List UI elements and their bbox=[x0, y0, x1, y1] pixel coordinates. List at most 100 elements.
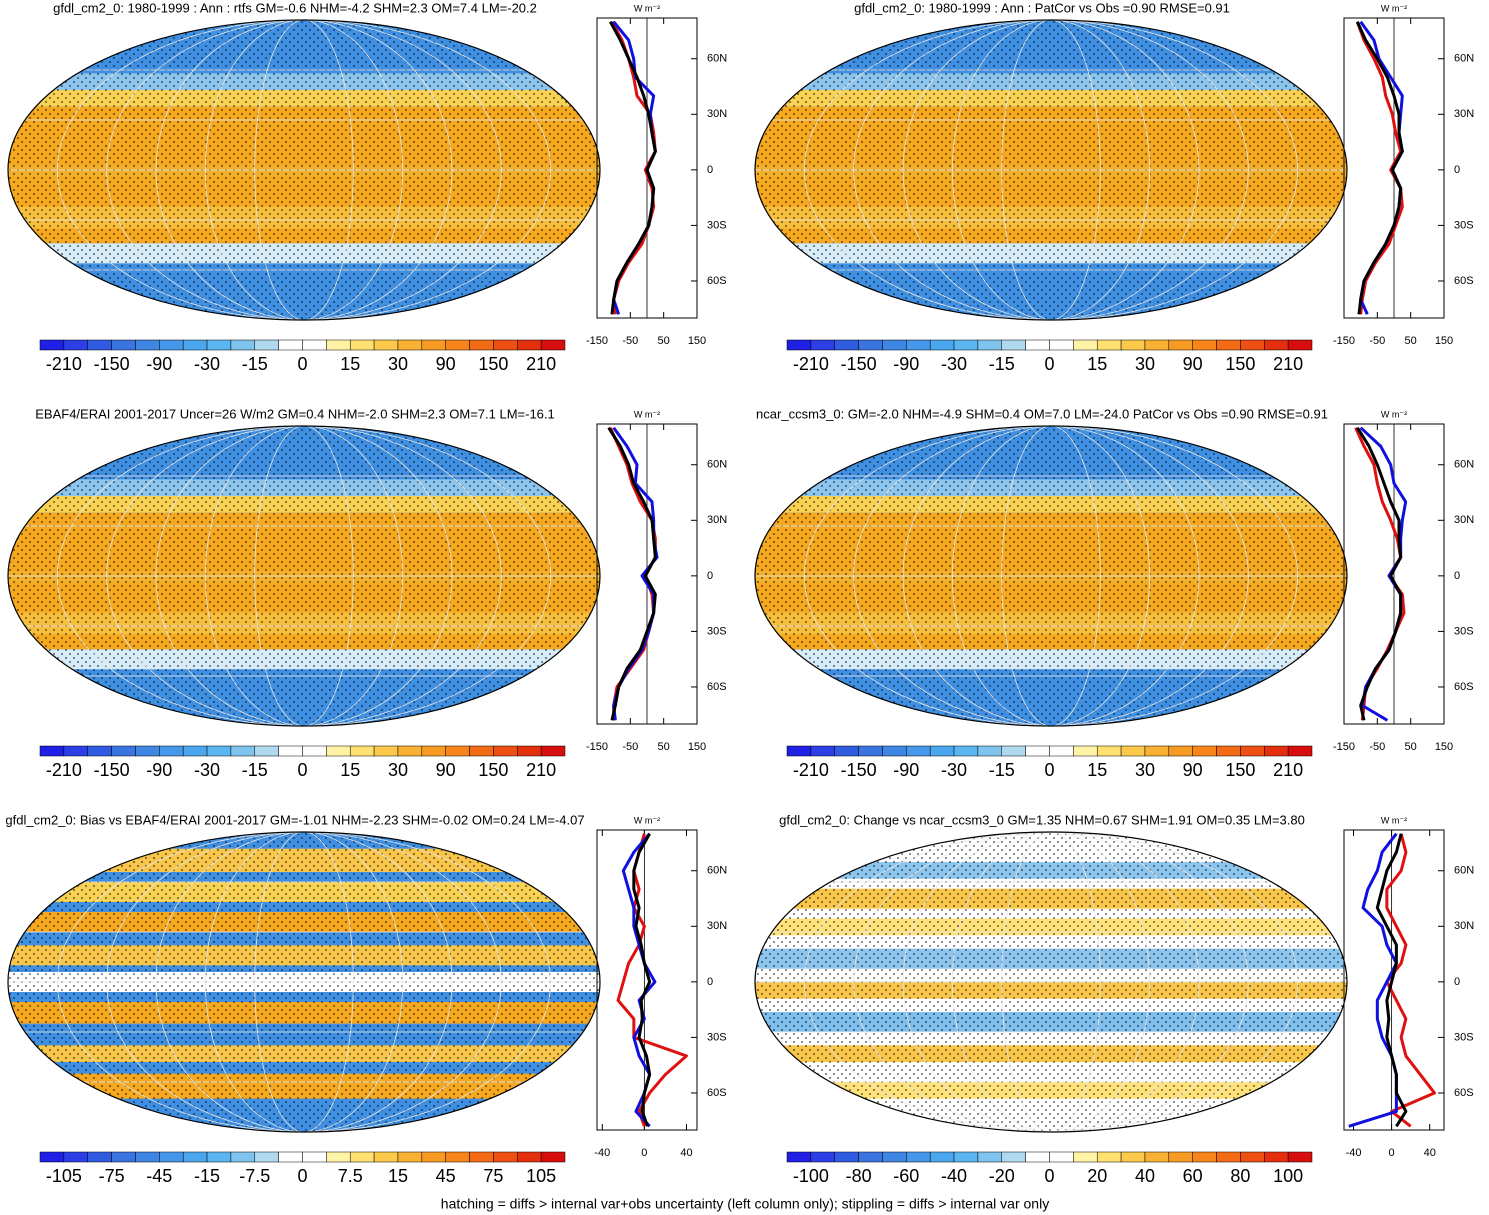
colorbar-box bbox=[1192, 339, 1217, 351]
zonal-frame bbox=[596, 829, 698, 1131]
colorbar-label: -90 bbox=[893, 354, 919, 374]
unit-label: W m⁻² bbox=[1381, 3, 1407, 13]
colorbar-box bbox=[517, 745, 542, 757]
colorbar-label: 210 bbox=[1273, 760, 1303, 780]
y-tick-label: 0 bbox=[1454, 570, 1460, 582]
x-tick-label: 150 bbox=[688, 335, 706, 347]
colorbar-label: 45 bbox=[436, 1166, 456, 1186]
map bbox=[8, 832, 600, 1132]
colorbar-label: 80 bbox=[1230, 1166, 1250, 1186]
y-tick-label: 60N bbox=[1454, 53, 1474, 65]
colorbar-box bbox=[540, 339, 566, 351]
colorbar-box bbox=[206, 745, 232, 757]
colorbar-label: 150 bbox=[478, 760, 508, 780]
colorbar-box bbox=[182, 1151, 208, 1163]
colorbar-label: -75 bbox=[99, 1166, 125, 1186]
colorbar-box bbox=[1096, 1151, 1122, 1163]
colorbar-box bbox=[977, 1151, 1003, 1163]
panel: EBAF4/ERAI 2001-2017 Uncer=26 W/m2 GM=0.… bbox=[7, 406, 727, 780]
zonal-frame bbox=[1343, 829, 1445, 1131]
y-tick-label: 60S bbox=[1454, 1087, 1474, 1099]
y-tick-label: 60N bbox=[707, 53, 727, 65]
x-tick-label: -40 bbox=[594, 1147, 610, 1159]
colorbar-box bbox=[1096, 339, 1122, 351]
unit-label: W m⁻² bbox=[1381, 409, 1407, 419]
colorbar-box bbox=[135, 745, 160, 757]
colorbar-box bbox=[111, 1151, 136, 1163]
colorbar-label: -150 bbox=[841, 760, 877, 780]
colorbar-box bbox=[182, 745, 208, 757]
x-tick-label: 50 bbox=[658, 335, 670, 347]
y-tick-label: 0 bbox=[707, 976, 713, 988]
colorbar-box bbox=[882, 745, 907, 757]
colorbar-box bbox=[1287, 339, 1313, 351]
colorbar-box bbox=[421, 745, 446, 757]
colorbar-box bbox=[373, 1151, 399, 1163]
colorbar-label: 15 bbox=[340, 354, 360, 374]
colorbar-box bbox=[1192, 1151, 1217, 1163]
colorbar-label: 150 bbox=[478, 354, 508, 374]
colorbar-box bbox=[445, 339, 470, 351]
colorbar-label: 0 bbox=[1044, 760, 1054, 780]
colorbar-box bbox=[858, 1151, 883, 1163]
colorbar-label: -210 bbox=[46, 354, 82, 374]
colorbar-box bbox=[469, 1151, 494, 1163]
colorbar-label: -60 bbox=[893, 1166, 919, 1186]
x-tick-label: -150 bbox=[586, 335, 608, 347]
colorbar-label: -15 bbox=[242, 354, 268, 374]
zonal-line bbox=[616, 833, 688, 1127]
colorbar-label: -15 bbox=[989, 760, 1015, 780]
zonal-line bbox=[1375, 833, 1408, 1128]
colorbar-box bbox=[469, 339, 494, 351]
colorbar-label: -30 bbox=[941, 354, 967, 374]
colorbar-label: -45 bbox=[146, 1166, 172, 1186]
colorbar-label: -210 bbox=[793, 760, 829, 780]
colorbar-box bbox=[977, 745, 1003, 757]
colorbar-box bbox=[1120, 339, 1146, 351]
map bbox=[8, 20, 600, 320]
colorbar-box bbox=[278, 745, 303, 757]
colorbar-label: 210 bbox=[526, 354, 556, 374]
y-tick-label: 0 bbox=[707, 164, 713, 176]
colorbar-box bbox=[111, 745, 136, 757]
panel-title: gfdl_cm2_0: Change vs ncar_ccsm3_0 GM=1.… bbox=[779, 812, 1305, 827]
colorbar-box bbox=[63, 339, 88, 351]
x-tick-label: -150 bbox=[586, 741, 608, 753]
colorbar-box bbox=[858, 339, 883, 351]
panel-title: gfdl_cm2_0: Bias vs EBAF4/ERAI 2001-2017… bbox=[5, 812, 584, 827]
map-outline bbox=[754, 831, 1348, 1133]
colorbar-label: -100 bbox=[793, 1166, 829, 1186]
colorbar-box bbox=[977, 339, 1003, 351]
y-tick-label: 30N bbox=[707, 514, 727, 526]
y-tick-label: 30N bbox=[1454, 108, 1474, 120]
colorbar-box bbox=[1216, 1151, 1241, 1163]
colorbar-box bbox=[397, 745, 423, 757]
colorbar-label: 150 bbox=[1225, 760, 1255, 780]
colorbar-box bbox=[1264, 1151, 1289, 1163]
colorbar-box bbox=[254, 339, 279, 351]
y-tick-label: 0 bbox=[1454, 164, 1460, 176]
colorbar-box bbox=[786, 339, 812, 351]
colorbar-label: 90 bbox=[436, 354, 456, 374]
colorbar-label: 40 bbox=[1135, 1166, 1155, 1186]
colorbar-label: 30 bbox=[388, 354, 408, 374]
x-tick-label: 150 bbox=[1435, 335, 1453, 347]
colorbar-box bbox=[834, 745, 859, 757]
colorbar-box bbox=[953, 1151, 979, 1163]
map-outline bbox=[7, 831, 601, 1133]
colorbar-box bbox=[39, 1151, 65, 1163]
colorbar-box bbox=[1240, 1151, 1265, 1163]
x-tick-label: -40 bbox=[1346, 1147, 1362, 1159]
colorbar-box bbox=[1216, 745, 1241, 757]
colorbar-box bbox=[953, 339, 979, 351]
colorbar-box bbox=[1144, 339, 1170, 351]
colorbar-label: 60 bbox=[1183, 1166, 1203, 1186]
colorbar-label: -40 bbox=[941, 1166, 967, 1186]
colorbar-box bbox=[1001, 745, 1026, 757]
colorbar-box bbox=[63, 745, 88, 757]
panel-title: gfdl_cm2_0: 1980-1999 : Ann : PatCor vs … bbox=[854, 0, 1230, 15]
x-tick-label: 40 bbox=[680, 1147, 692, 1159]
colorbar-label: -150 bbox=[841, 354, 877, 374]
colorbar-box bbox=[929, 745, 955, 757]
